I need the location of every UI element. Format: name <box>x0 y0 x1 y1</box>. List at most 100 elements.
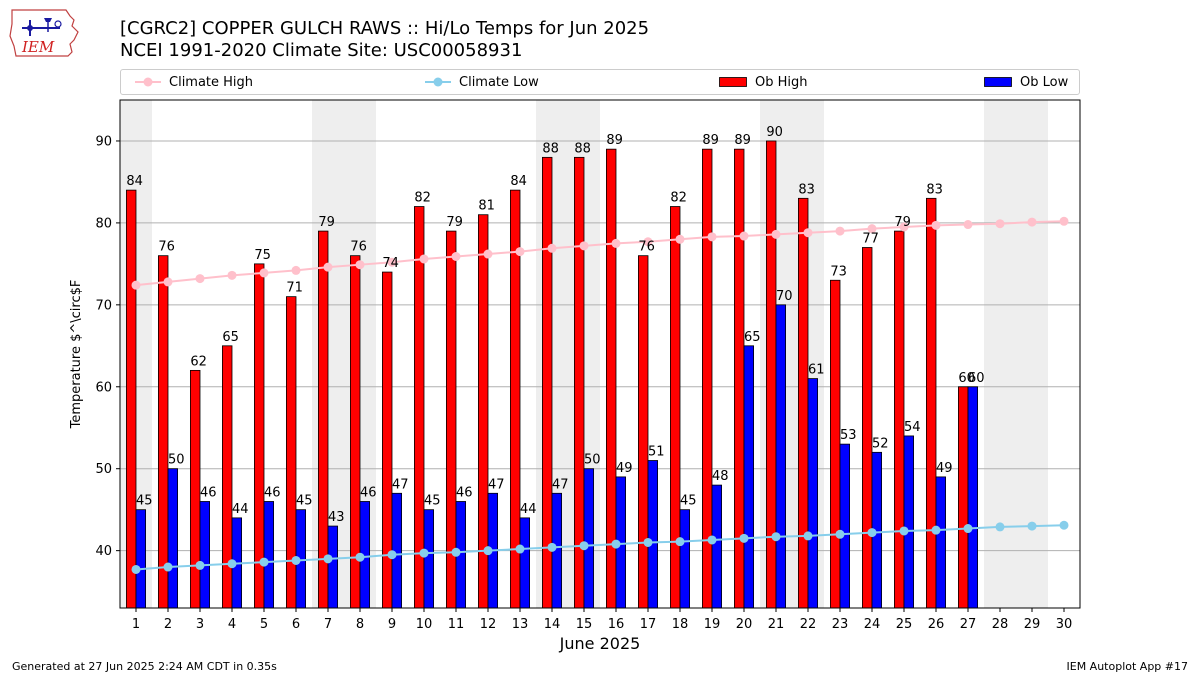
ob-low-label: 48 <box>712 469 729 484</box>
ob-low-label: 47 <box>392 477 409 492</box>
ob-low-label: 51 <box>648 445 665 460</box>
ob-high-bar <box>189 369 201 609</box>
climate-high-point <box>579 241 589 251</box>
climate-high-point <box>483 249 493 259</box>
ob-low-label: 43 <box>328 510 345 525</box>
ob-low-label: 45 <box>424 494 441 509</box>
legend-label-ob-low: Ob Low <box>1020 74 1069 90</box>
climate-high-point <box>451 251 461 261</box>
climate-high-point <box>387 257 397 267</box>
ob-high-label: 62 <box>190 354 207 369</box>
ob-low-label: 70 <box>776 289 793 304</box>
x-tick-label: 28 <box>992 617 1009 632</box>
ob-high-bar <box>638 255 649 609</box>
ob-high-bar <box>317 230 329 609</box>
ob-low-label: 45 <box>136 494 153 509</box>
legend-label-ob-high: Ob High <box>755 74 808 90</box>
x-tick-label: 19 <box>704 617 721 632</box>
chart-title: [CGRC2] COPPER GULCH RAWS :: Hi/Lo Temps… <box>120 18 650 39</box>
x-tick-label: 12 <box>480 617 497 632</box>
x-tick-label: 16 <box>608 617 625 632</box>
ob-high-label: 73 <box>830 264 847 279</box>
ob-high-label: 77 <box>862 231 879 246</box>
climate-low-point <box>931 525 941 535</box>
x-tick-label: 26 <box>928 617 945 632</box>
ob-low-label: 44 <box>520 502 537 517</box>
ob-high-label: 79 <box>446 215 463 230</box>
ob-high-bar <box>862 247 873 609</box>
x-tick-label: 5 <box>260 617 268 632</box>
x-tick-label: 9 <box>388 617 396 632</box>
ob-low-label: 65 <box>744 330 761 345</box>
y-tick-label: 70 <box>95 298 112 313</box>
ob-high-bar <box>413 206 425 609</box>
ob-low-swatch <box>984 77 1012 87</box>
ob-high-label: 75 <box>254 248 271 263</box>
ob-high-bar <box>830 279 841 609</box>
y-tick-label: 80 <box>95 216 112 231</box>
legend-label-climate-low: Climate Low <box>459 74 539 90</box>
ob-low-label: 46 <box>264 485 281 500</box>
climate-low-line-swatch <box>425 77 451 87</box>
x-tick-label: 17 <box>640 617 657 632</box>
x-tick-label: 21 <box>768 617 785 632</box>
ob-low-label: 45 <box>296 494 313 509</box>
climate-low-point <box>739 533 749 543</box>
x-tick-label: 15 <box>576 617 593 632</box>
climate-low-point <box>419 548 429 558</box>
climate-low-point <box>771 532 781 542</box>
climate-low-point <box>611 539 621 549</box>
climate-low-point <box>643 537 653 547</box>
ob-low-bar <box>807 378 819 609</box>
ob-low-label: 44 <box>232 502 249 517</box>
climate-high-point <box>707 232 717 242</box>
chart-subtitle: NCEI 1991-2020 Climate Site: USC00058931 <box>120 40 523 61</box>
ob-high-label: 60 <box>958 371 975 386</box>
x-tick-label: 24 <box>864 617 881 632</box>
generated-footer: Generated at 27 Jun 2025 2:24 AM CDT in … <box>12 660 277 673</box>
ob-low-bar <box>679 509 691 609</box>
ob-high-label: 88 <box>574 141 591 156</box>
climate-high-point <box>771 229 781 239</box>
climate-high-point <box>995 219 1005 229</box>
climate-low-point <box>355 552 365 562</box>
x-tick-label: 23 <box>832 617 849 632</box>
climate-high-point <box>643 237 653 247</box>
ob-low-bar <box>839 443 851 609</box>
climate-high-point <box>259 268 269 278</box>
climate-high-point <box>1027 217 1037 227</box>
climate-high-point <box>931 220 941 230</box>
legend-climate-high: Climate High <box>135 70 253 94</box>
ob-high-label: 84 <box>126 174 143 189</box>
ob-high-label: 76 <box>350 240 367 255</box>
y-tick-label: 50 <box>95 462 112 477</box>
ob-high-label: 71 <box>286 281 303 296</box>
ob-high-bar <box>894 230 905 609</box>
x-tick-label: 10 <box>416 617 433 632</box>
ob-low-bar <box>423 509 435 609</box>
climate-low-point <box>579 541 589 551</box>
ob-low-label: 53 <box>840 428 857 443</box>
ob-high-label: 74 <box>382 256 399 271</box>
weekend-shade <box>984 100 1016 608</box>
x-axis-label: June 2025 <box>559 634 641 653</box>
climate-high-point <box>1059 216 1069 226</box>
ob-high-label: 90 <box>766 125 783 140</box>
y-tick-label: 90 <box>95 134 112 149</box>
climate-low-point <box>323 554 333 564</box>
ob-high-label: 82 <box>414 191 431 206</box>
ob-high-bar <box>670 206 681 609</box>
ob-low-bar <box>775 304 787 609</box>
ob-low-label: 45 <box>680 494 697 509</box>
ob-low-label: 49 <box>936 461 953 476</box>
ob-low-label: 46 <box>360 485 377 500</box>
ob-high-label: 83 <box>798 182 815 197</box>
legend-climate-low: Climate Low <box>425 70 539 94</box>
ob-low-bar <box>711 484 723 609</box>
y-axis-label: Temperature $^\circ$F <box>69 280 84 430</box>
y-tick-label: 40 <box>95 544 112 559</box>
legend-ob-low: Ob Low <box>984 70 1068 94</box>
ob-high-bar <box>958 386 969 609</box>
climate-low-point <box>675 537 685 547</box>
climate-high-point <box>963 220 973 230</box>
